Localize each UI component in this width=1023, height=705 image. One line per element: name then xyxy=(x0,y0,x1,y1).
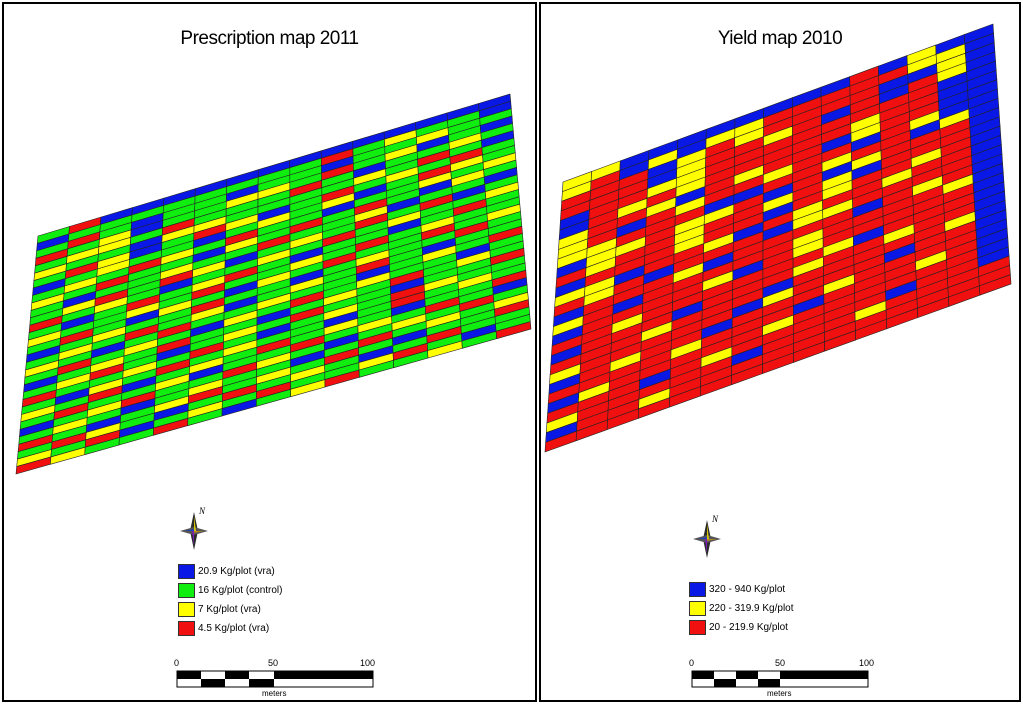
scale-tick-label: 0 xyxy=(174,658,180,668)
legend-swatch xyxy=(178,621,195,636)
yield-map-panel: Yield map 2010 N 320 - 940 Kg/plot 220 -… xyxy=(539,2,1021,702)
legend-item: 4.5 Kg/plot (vra) xyxy=(178,619,283,638)
yield-legend: 320 - 940 Kg/plot 220 - 319.9 Kg/plot 20… xyxy=(689,580,794,637)
legend-item: 20 - 219.9 Kg/plot xyxy=(689,618,794,637)
scale-tick-label: 50 xyxy=(268,658,279,668)
scale-unit-label: meters xyxy=(767,689,792,698)
north-label: N xyxy=(198,506,206,516)
legend-item: 16 Kg/plot (control) xyxy=(178,581,283,600)
legend-label: 20 - 219.9 Kg/plot xyxy=(709,622,788,633)
north-label: N xyxy=(711,514,719,524)
legend-swatch xyxy=(689,601,706,616)
legend-label: 7 Kg/plot (vra) xyxy=(198,604,261,615)
scale-unit-label: meters xyxy=(262,689,287,698)
legend-item: 7 Kg/plot (vra) xyxy=(178,600,283,619)
legend-swatch xyxy=(178,583,195,598)
yield-map-grid xyxy=(544,23,1012,453)
legend-item: 320 - 940 Kg/plot xyxy=(689,580,794,599)
prescription-map-grid xyxy=(15,93,532,475)
legend-label: 16 Kg/plot (control) xyxy=(198,585,283,596)
legend-label: 20.9 Kg/plot (vra) xyxy=(198,566,275,577)
scale-bar: 0 50 100 meters xyxy=(689,658,891,700)
scale-tick-label: 0 xyxy=(689,658,695,668)
plot-cell xyxy=(495,321,532,340)
prescription-map-panel: Prescription map 2011 N 20.9 Kg/plot (vr… xyxy=(2,2,537,702)
scale-tick-label: 100 xyxy=(859,658,875,668)
legend-swatch xyxy=(689,620,706,635)
scale-tick-label: 50 xyxy=(775,658,786,668)
prescription-legend: 20.9 Kg/plot (vra) 16 Kg/plot (control) … xyxy=(178,562,283,638)
scale-bar: 0 50 100 meters xyxy=(174,658,376,700)
legend-label: 4.5 Kg/plot (vra) xyxy=(198,623,270,634)
scale-tick-label: 100 xyxy=(360,658,376,668)
legend-item: 220 - 319.9 Kg/plot xyxy=(689,599,794,618)
legend-swatch xyxy=(178,564,195,579)
legend-swatch xyxy=(178,602,195,617)
north-arrow-icon: N xyxy=(693,514,721,558)
legend-swatch xyxy=(689,582,706,597)
legend-label: 320 - 940 Kg/plot xyxy=(709,584,786,595)
legend-item: 20.9 Kg/plot (vra) xyxy=(178,562,283,581)
prescription-map-title: Prescription map 2011 xyxy=(180,28,359,49)
plot-cell xyxy=(979,274,1012,296)
yield-map-title: Yield map 2010 xyxy=(717,28,843,49)
scale-bar-graphic xyxy=(691,670,869,688)
scale-bar-graphic xyxy=(176,670,374,688)
legend-label: 220 - 319.9 Kg/plot xyxy=(709,603,794,614)
north-arrow-icon: N xyxy=(180,506,208,550)
